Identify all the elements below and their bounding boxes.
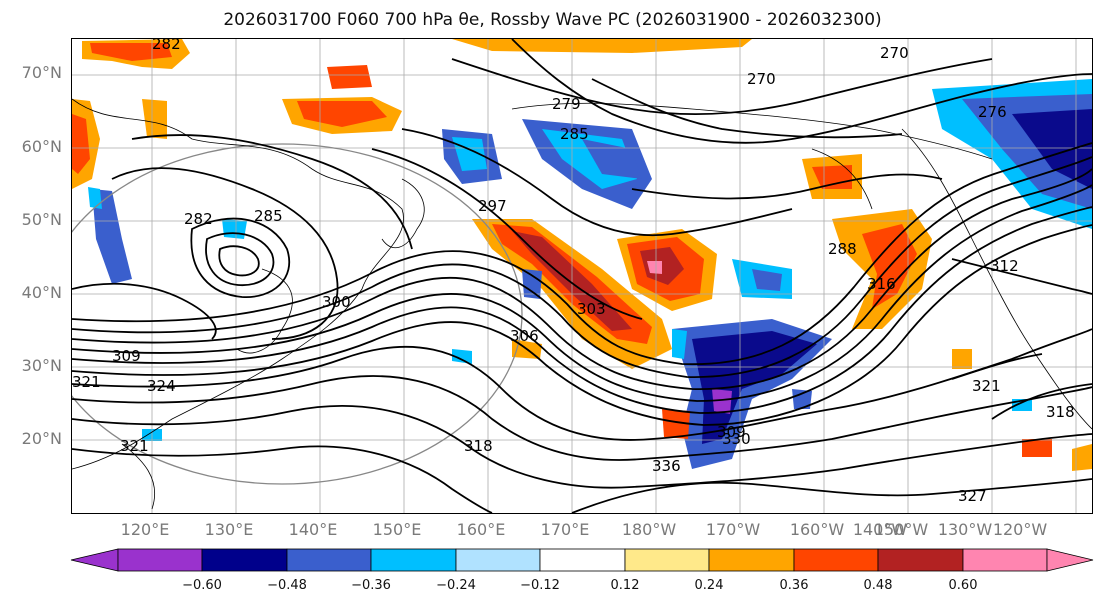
colorbar-bin xyxy=(370,548,457,572)
contour-label: 309 xyxy=(112,347,141,365)
colorbar-tick: 0.24 xyxy=(694,578,724,593)
contour-label: 282 xyxy=(184,210,213,228)
lat-label-20n: 20°N xyxy=(21,429,62,448)
contour-label: 288 xyxy=(828,240,857,258)
lon-label-130e: 130°E xyxy=(204,520,254,539)
region-circle xyxy=(72,143,523,485)
colorbar-tick: −0.60 xyxy=(182,578,222,593)
contour-label: 312 xyxy=(990,257,1019,275)
lon-label-120e: 120°E xyxy=(120,520,170,539)
lon-label-120w: 120°W xyxy=(992,520,1048,539)
lat-label-40n: 40°N xyxy=(21,283,62,302)
contour-label: 270 xyxy=(747,70,776,88)
lon-label-180w: 180°W xyxy=(621,520,677,539)
colorbar-bin xyxy=(286,548,372,572)
colorbar-bin xyxy=(877,548,964,572)
lon-label-160w: 160°W xyxy=(789,520,845,539)
colorbar-tick: 0.60 xyxy=(948,578,978,593)
contour-label: 309 xyxy=(717,423,746,441)
contour-label: 321 xyxy=(972,377,1001,395)
colorbar-bin xyxy=(455,548,541,572)
contour-labels: 270 270 276 279 282 282 285 285 288 297 … xyxy=(72,39,1075,505)
contour-label: 279 xyxy=(552,95,581,113)
lon-label-170e: 170°E xyxy=(540,520,590,539)
contour-label: 285 xyxy=(254,207,283,225)
colorbar xyxy=(70,548,1094,572)
colorbar-bin xyxy=(117,548,203,572)
colorbar-bin xyxy=(624,548,710,572)
contour-label: 316 xyxy=(867,275,896,293)
colorbar-bin xyxy=(539,548,626,572)
contour-label: 327 xyxy=(958,487,987,505)
colorbar-tick: 0.48 xyxy=(863,578,893,593)
contour-label: 276 xyxy=(978,103,1007,121)
contour-label: 318 xyxy=(1046,403,1075,421)
colorbar-bin xyxy=(962,548,1048,572)
colorbar-bin xyxy=(793,548,879,572)
colorbar-bin xyxy=(201,548,288,572)
contour-label: 321 xyxy=(72,373,101,391)
lon-label-140e: 140°E xyxy=(288,520,338,539)
colorbar-bin xyxy=(708,548,795,572)
figure-title: 2026031700 F060 700 hPa θe, Rossby Wave … xyxy=(223,10,882,30)
lat-label-70n: 70°N xyxy=(21,63,62,82)
lon-label-140w: 140°W xyxy=(852,520,908,539)
contour-label: 270 xyxy=(880,44,909,62)
contour-label: 282 xyxy=(152,39,181,53)
lon-label-150w: 150°W xyxy=(873,520,929,539)
contour-label: 336 xyxy=(652,457,681,475)
map-canvas: 270 270 276 279 282 282 285 285 288 297 … xyxy=(72,39,1092,513)
contour-label: 297 xyxy=(478,197,507,215)
anomaly-shading xyxy=(72,39,1092,471)
colorbar-tick: −0.36 xyxy=(351,578,391,593)
contour-label: 318 xyxy=(464,437,493,455)
colorbar-tick: −0.12 xyxy=(520,578,560,593)
colorbar-tick: 0.36 xyxy=(779,578,809,593)
contour-label: 324 xyxy=(147,377,176,395)
colorbar-tick: 0.12 xyxy=(610,578,640,593)
lon-label-170w: 170°W xyxy=(705,520,761,539)
contour-label: 321 xyxy=(120,437,149,455)
colorbar-extend-high xyxy=(1046,548,1094,572)
contour-label: 306 xyxy=(510,327,539,345)
contour-label: 303 xyxy=(577,300,606,318)
lat-label-60n: 60°N xyxy=(21,137,62,156)
map-panel[interactable]: 270 270 276 279 282 282 285 285 288 297 … xyxy=(71,38,1093,514)
contour-label: 330 xyxy=(722,430,751,448)
theta-e-contours xyxy=(72,39,1092,513)
lat-label-30n: 30°N xyxy=(21,356,62,375)
contour-label: 285 xyxy=(560,125,589,143)
colorbar-tick: −0.24 xyxy=(436,578,476,593)
colorbar-tick: −0.48 xyxy=(267,578,307,593)
lat-label-50n: 50°N xyxy=(21,210,62,229)
contour-label: 300 xyxy=(322,293,351,311)
lon-label-130w: 130°W xyxy=(937,520,993,539)
colorbar-extend-low xyxy=(70,548,119,572)
lon-label-160e: 160°E xyxy=(456,520,506,539)
lon-label-150e: 150°E xyxy=(372,520,422,539)
